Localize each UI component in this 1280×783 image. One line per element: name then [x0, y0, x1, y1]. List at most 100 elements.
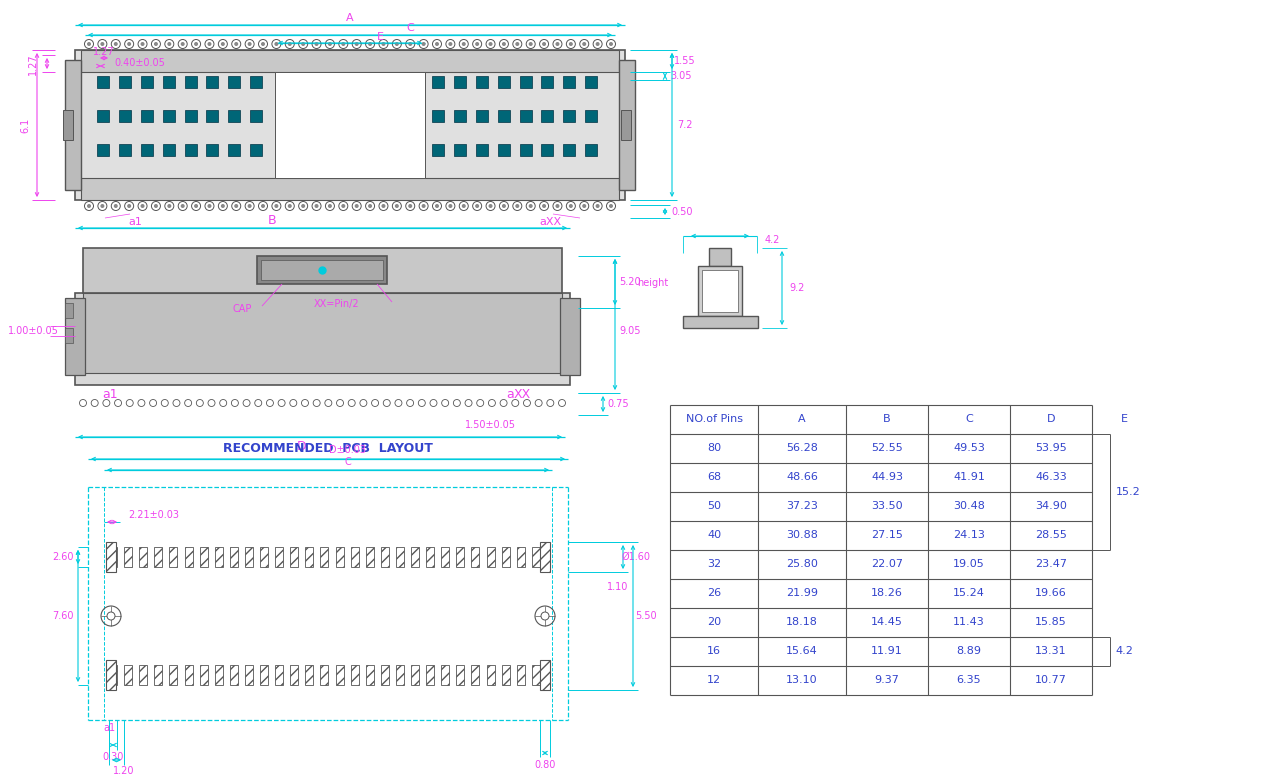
Bar: [411, 547, 419, 567]
Bar: [701, 270, 739, 312]
Bar: [141, 144, 152, 156]
Bar: [155, 547, 163, 567]
Bar: [97, 144, 109, 156]
Text: 24.13: 24.13: [954, 530, 984, 540]
Circle shape: [582, 204, 586, 208]
Text: B: B: [268, 214, 276, 226]
Text: RECOMMENDED  PCB  LAYOUT: RECOMMENDED PCB LAYOUT: [223, 442, 433, 456]
Circle shape: [408, 42, 412, 46]
Circle shape: [301, 42, 305, 46]
Bar: [275, 547, 283, 567]
Circle shape: [556, 204, 559, 208]
Circle shape: [301, 204, 305, 208]
Circle shape: [180, 42, 184, 46]
Circle shape: [87, 42, 91, 46]
Text: 1.00±0.05: 1.00±0.05: [8, 326, 59, 336]
Circle shape: [108, 612, 115, 620]
Text: A: A: [346, 13, 353, 23]
Text: 16: 16: [707, 646, 721, 656]
Circle shape: [141, 42, 145, 46]
Circle shape: [475, 42, 479, 46]
Text: 4.2: 4.2: [764, 235, 780, 245]
Circle shape: [381, 42, 385, 46]
Text: 11.43: 11.43: [954, 617, 984, 627]
Circle shape: [369, 42, 372, 46]
Bar: [200, 547, 207, 567]
Bar: [119, 76, 131, 88]
Bar: [124, 547, 132, 567]
Text: NO.of Pins: NO.of Pins: [686, 414, 742, 424]
Bar: [396, 547, 404, 567]
Text: CAP: CAP: [232, 304, 252, 314]
Circle shape: [221, 204, 225, 208]
Text: 37.23: 37.23: [786, 501, 818, 511]
Text: B: B: [883, 414, 891, 424]
Bar: [250, 76, 262, 88]
Circle shape: [355, 204, 358, 208]
Circle shape: [489, 42, 493, 46]
Bar: [351, 665, 358, 685]
Text: 22.07: 22.07: [870, 559, 902, 569]
Bar: [381, 665, 389, 685]
Text: 9.37: 9.37: [874, 675, 900, 685]
Circle shape: [207, 204, 211, 208]
Text: 5.50: 5.50: [635, 611, 657, 621]
Bar: [97, 76, 109, 88]
Bar: [228, 110, 241, 122]
Circle shape: [234, 42, 238, 46]
Bar: [260, 665, 268, 685]
Bar: [230, 547, 238, 567]
Bar: [585, 76, 598, 88]
Bar: [517, 665, 525, 685]
Bar: [155, 665, 163, 685]
Text: 6.35: 6.35: [956, 675, 982, 685]
Circle shape: [421, 42, 426, 46]
Text: 33.50: 33.50: [872, 501, 902, 511]
Bar: [141, 110, 152, 122]
Bar: [396, 665, 404, 685]
Bar: [106, 542, 116, 572]
Circle shape: [556, 42, 559, 46]
Text: 6.1: 6.1: [20, 117, 29, 132]
Bar: [250, 144, 262, 156]
Text: 21.99: 21.99: [786, 588, 818, 598]
Bar: [541, 110, 553, 122]
Circle shape: [516, 42, 520, 46]
Bar: [585, 110, 598, 122]
Bar: [244, 665, 253, 685]
Circle shape: [234, 204, 238, 208]
Bar: [184, 144, 197, 156]
Bar: [471, 547, 480, 567]
Circle shape: [609, 204, 613, 208]
Text: C: C: [406, 23, 413, 33]
Circle shape: [435, 204, 439, 208]
Circle shape: [381, 204, 385, 208]
Text: 8.89: 8.89: [956, 646, 982, 656]
Bar: [275, 665, 283, 685]
Bar: [306, 547, 314, 567]
Text: 1.55: 1.55: [675, 56, 696, 66]
Circle shape: [141, 204, 145, 208]
Bar: [486, 547, 494, 567]
Bar: [457, 665, 465, 685]
Text: 1.27: 1.27: [93, 47, 115, 57]
Text: 15.24: 15.24: [954, 588, 984, 598]
Bar: [81, 178, 620, 200]
Circle shape: [475, 204, 479, 208]
Circle shape: [342, 204, 346, 208]
Bar: [200, 665, 207, 685]
Circle shape: [274, 42, 278, 46]
Circle shape: [355, 42, 358, 46]
Circle shape: [489, 204, 493, 208]
Bar: [169, 547, 178, 567]
Bar: [698, 266, 742, 316]
Bar: [433, 76, 444, 88]
Circle shape: [448, 204, 452, 208]
Text: 44.93: 44.93: [870, 472, 902, 482]
Text: 15.2: 15.2: [1116, 487, 1140, 497]
Bar: [520, 76, 531, 88]
Bar: [585, 144, 598, 156]
Bar: [206, 110, 219, 122]
Circle shape: [435, 42, 439, 46]
Bar: [184, 547, 192, 567]
